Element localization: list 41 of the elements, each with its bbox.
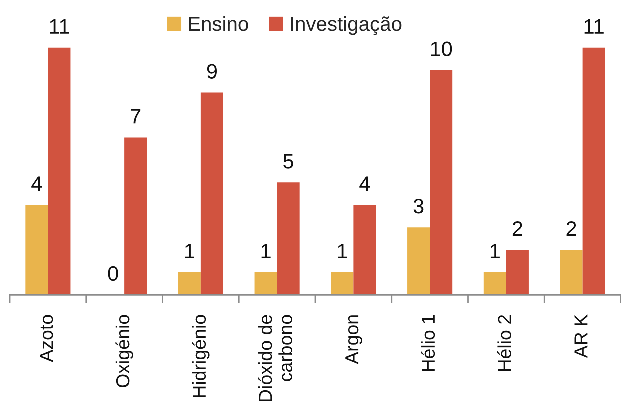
bar	[430, 70, 453, 295]
bar	[200, 92, 224, 295]
bar	[277, 182, 300, 295]
bar	[560, 250, 583, 295]
bar	[408, 228, 430, 295]
data-label: 1	[338, 244, 348, 258]
bar	[354, 205, 376, 295]
bar	[48, 48, 71, 295]
data-label: 2	[512, 221, 522, 236]
bar	[26, 205, 48, 295]
x-tick-label: Hélio 2	[497, 315, 512, 372]
data-label: 1	[185, 244, 194, 258]
x-tick-label: Hidrigénio	[192, 315, 210, 398]
bar	[484, 272, 506, 295]
x-tick-label: Hélio 1	[421, 315, 436, 372]
bar	[506, 250, 529, 295]
data-label: 0	[108, 266, 118, 282]
x-tick-label: Oxigénio	[116, 315, 134, 388]
data-label: 3	[414, 199, 424, 214]
bar	[124, 138, 148, 295]
data-label: 9	[207, 64, 218, 79]
data-label: 4	[360, 176, 370, 192]
data-label: 4	[32, 176, 42, 192]
data-label: 2	[566, 221, 576, 236]
bar	[582, 48, 606, 295]
data-label: 10	[431, 42, 452, 56]
bar	[178, 272, 201, 295]
data-label: 1	[490, 244, 500, 258]
data-label: 5	[284, 154, 294, 169]
legend-label: Investigação	[291, 16, 402, 36]
x-tick-label: AR K	[574, 314, 588, 358]
data-label: 1	[262, 244, 271, 258]
data-label: 7	[131, 109, 141, 124]
legend-label: Ensino	[189, 16, 248, 32]
x-tick-label: Dióxido de carbono	[258, 315, 292, 402]
x-tick-label: Azoto	[40, 315, 54, 362]
x-tick-label: Argon	[346, 316, 362, 364]
data-label: 11	[584, 19, 604, 34]
bar	[331, 272, 354, 295]
bar	[254, 272, 278, 295]
data-label: 11	[50, 19, 70, 34]
